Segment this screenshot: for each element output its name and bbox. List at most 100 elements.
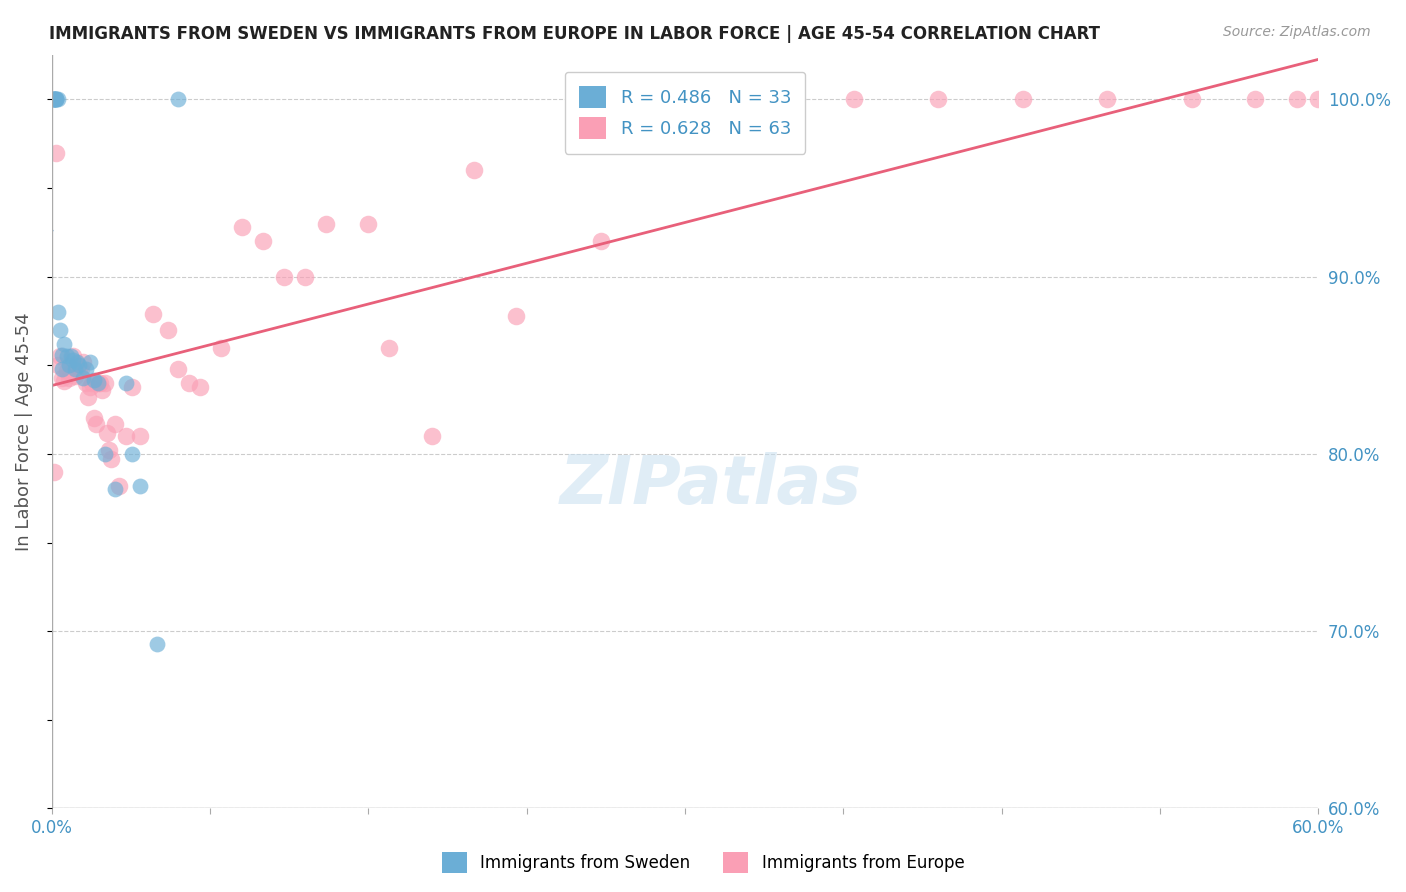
- Point: [505, 309, 527, 323]
- Point: [62, 353, 84, 368]
- Point: [76, 390, 98, 404]
- Point: [842, 92, 865, 106]
- Point: [129, 429, 152, 443]
- Point: [42, 92, 65, 106]
- Point: [463, 163, 485, 178]
- Point: [46, 359, 69, 373]
- Point: [188, 379, 211, 393]
- Point: [927, 92, 949, 106]
- Point: [84, 417, 107, 431]
- Point: [79, 379, 101, 393]
- Point: [62, 350, 84, 364]
- Text: IMMIGRANTS FROM SWEDEN VS IMMIGRANTS FROM EUROPE IN LABOR FORCE | AGE 45-54 CORR: IMMIGRANTS FROM SWEDEN VS IMMIGRANTS FRO…: [49, 25, 1101, 43]
- Point: [42, 92, 65, 106]
- Legend: R = 0.486   N = 33, R = 0.628   N = 63: R = 0.486 N = 33, R = 0.628 N = 63: [565, 71, 806, 153]
- Point: [93, 376, 115, 390]
- Point: [49, 350, 72, 364]
- Point: [129, 479, 152, 493]
- Point: [758, 92, 780, 106]
- Point: [1181, 92, 1204, 106]
- Point: [67, 359, 90, 373]
- Point: [80, 376, 103, 390]
- Point: [45, 92, 67, 106]
- Point: [294, 269, 316, 284]
- Point: [79, 355, 101, 369]
- Point: [63, 362, 86, 376]
- Point: [114, 429, 136, 443]
- Point: [589, 234, 612, 248]
- Point: [83, 372, 105, 386]
- Point: [108, 479, 131, 493]
- Point: [1011, 92, 1033, 106]
- Text: Source: ZipAtlas.com: Source: ZipAtlas.com: [1223, 25, 1371, 39]
- Point: [142, 307, 165, 321]
- Point: [63, 368, 86, 383]
- Point: [49, 323, 72, 337]
- Point: [59, 350, 82, 364]
- Point: [45, 145, 67, 160]
- Point: [46, 305, 69, 319]
- Point: [1371, 92, 1393, 106]
- Point: [1329, 92, 1351, 106]
- Point: [156, 323, 179, 337]
- Point: [1095, 92, 1118, 106]
- Point: [87, 376, 110, 390]
- Point: [53, 374, 76, 388]
- Point: [59, 366, 82, 380]
- Point: [46, 92, 69, 106]
- Point: [42, 465, 65, 479]
- Point: [673, 92, 696, 106]
- Point: [121, 379, 143, 393]
- Point: [357, 217, 380, 231]
- Point: [167, 92, 190, 106]
- Point: [93, 447, 115, 461]
- Point: [55, 364, 77, 378]
- Y-axis label: In Labor Force | Age 45-54: In Labor Force | Age 45-54: [15, 312, 32, 551]
- Point: [1244, 92, 1267, 106]
- Point: [273, 269, 295, 284]
- Point: [66, 357, 89, 371]
- Point: [91, 383, 114, 397]
- Point: [252, 234, 274, 248]
- Point: [378, 341, 401, 355]
- Point: [75, 376, 97, 390]
- Point: [89, 376, 111, 390]
- Point: [70, 362, 93, 376]
- Point: [209, 341, 232, 355]
- Point: [97, 443, 120, 458]
- Point: [45, 92, 67, 106]
- Point: [1350, 92, 1372, 106]
- Point: [104, 483, 127, 497]
- Point: [45, 92, 67, 106]
- Point: [51, 362, 73, 376]
- Point: [121, 447, 143, 461]
- Point: [231, 220, 253, 235]
- Point: [114, 376, 136, 390]
- Point: [51, 370, 73, 384]
- Legend: Immigrants from Sweden, Immigrants from Europe: Immigrants from Sweden, Immigrants from …: [434, 846, 972, 880]
- Point: [146, 637, 169, 651]
- Point: [58, 359, 80, 373]
- Point: [75, 362, 97, 376]
- Point: [55, 350, 77, 364]
- Point: [167, 362, 190, 376]
- Point: [87, 376, 110, 390]
- Point: [1286, 92, 1309, 106]
- Point: [104, 417, 127, 431]
- Point: [58, 370, 80, 384]
- Point: [315, 217, 337, 231]
- Point: [53, 337, 76, 351]
- Point: [72, 355, 94, 369]
- Text: ZIPatlas: ZIPatlas: [560, 451, 862, 517]
- Point: [42, 92, 65, 106]
- Point: [51, 348, 73, 362]
- Point: [83, 411, 105, 425]
- Point: [177, 376, 200, 390]
- Point: [96, 425, 118, 440]
- Point: [42, 92, 65, 106]
- Point: [67, 362, 90, 376]
- Point: [42, 92, 65, 106]
- Point: [1308, 92, 1330, 106]
- Point: [66, 355, 89, 369]
- Point: [72, 370, 94, 384]
